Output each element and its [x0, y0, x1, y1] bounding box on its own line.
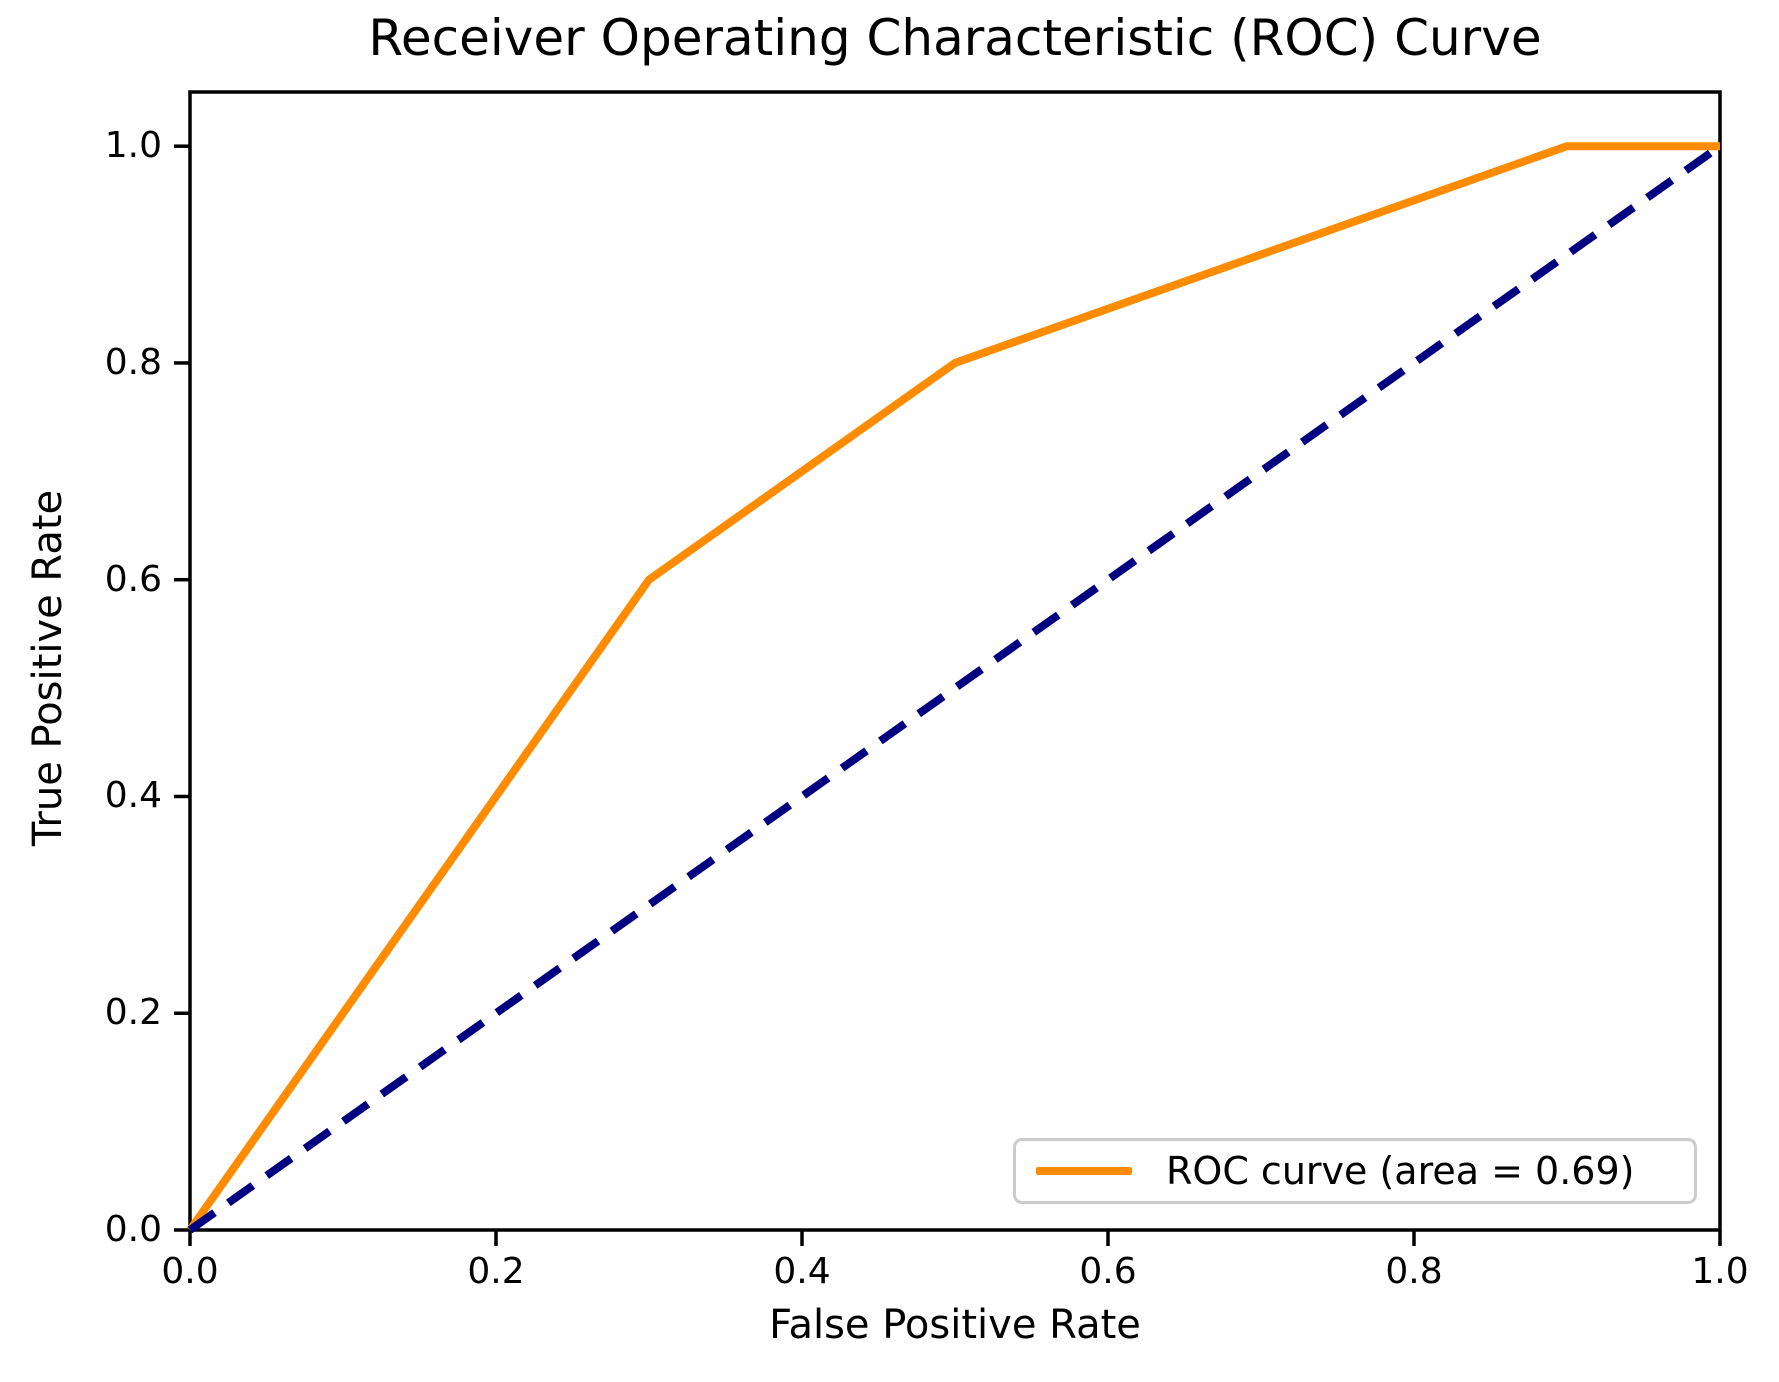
x-tick-label: 0.6	[1079, 1251, 1137, 1292]
x-tick-label: 0.0	[161, 1251, 219, 1292]
chart-title: Receiver Operating Characteristic (ROC) …	[368, 9, 1542, 67]
y-axis-label: True Positive Rate	[25, 489, 71, 847]
chance-diagonal-line	[187, 142, 1723, 1234]
x-tick-label: 1.0	[1691, 1251, 1749, 1292]
plot-border	[188, 90, 1722, 1232]
y-tick-label: 1.0	[104, 125, 162, 167]
x-tick-label: 0.2	[467, 1251, 525, 1292]
y-tick-label: 0.8	[104, 341, 162, 383]
x-axis-label: False Positive Rate	[769, 1302, 1141, 1348]
y-tick-label: 0.6	[104, 558, 162, 600]
y-tick-label: 0.4	[104, 775, 162, 817]
roc-curve-legend-label: ROC curve (area = 0.69)	[1166, 1149, 1635, 1193]
y-tick-label: 0.0	[104, 1209, 162, 1250]
roc-curve-line	[186, 142, 1720, 1233]
x-tick-label: 0.8	[1385, 1251, 1443, 1292]
legend: ROC curve (area = 0.69)	[1013, 1138, 1697, 1204]
x-tick-label: 0.4	[773, 1251, 831, 1292]
y-tick-label: 0.2	[104, 992, 162, 1034]
roc-curve-legend-swatch	[1036, 1167, 1132, 1175]
